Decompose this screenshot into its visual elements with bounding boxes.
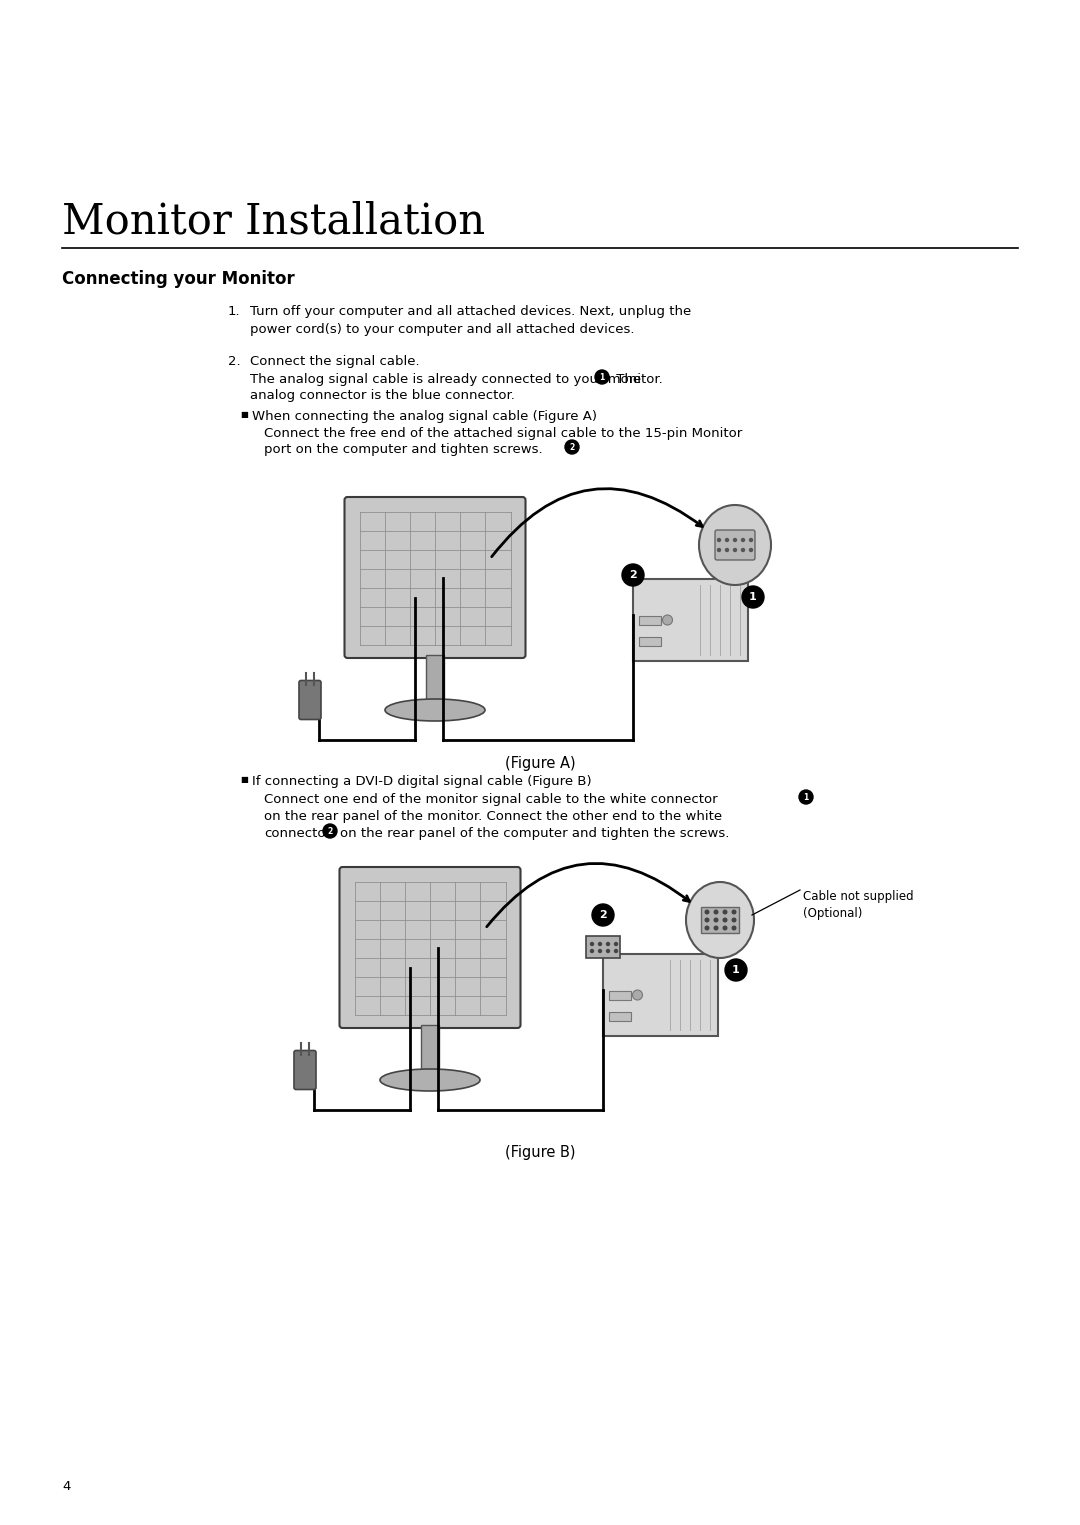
Text: 1: 1: [732, 965, 740, 974]
Text: Monitor Installation: Monitor Installation: [62, 200, 485, 242]
FancyBboxPatch shape: [421, 1025, 438, 1080]
Text: The analog signal cable is already connected to your monitor.: The analog signal cable is already conne…: [249, 374, 663, 386]
Circle shape: [622, 564, 644, 586]
Ellipse shape: [384, 698, 485, 721]
FancyBboxPatch shape: [638, 636, 661, 645]
Text: 4: 4: [62, 1479, 70, 1493]
Circle shape: [591, 950, 594, 953]
Ellipse shape: [380, 1069, 480, 1090]
Text: When connecting the analog signal cable (Figure A): When connecting the analog signal cable …: [252, 410, 597, 422]
Circle shape: [662, 615, 673, 625]
Text: 1: 1: [804, 793, 809, 802]
Text: If connecting a DVI-D digital signal cable (Figure B): If connecting a DVI-D digital signal cab…: [252, 775, 592, 788]
Circle shape: [726, 549, 729, 552]
Circle shape: [717, 549, 720, 552]
Circle shape: [595, 371, 609, 384]
Text: port on the computer and tighten screws.: port on the computer and tighten screws.: [264, 442, 542, 456]
Text: Connect one end of the monitor signal cable to the white connector: Connect one end of the monitor signal ca…: [264, 793, 717, 807]
Text: 2: 2: [569, 442, 575, 451]
Circle shape: [732, 918, 735, 921]
Circle shape: [733, 538, 737, 541]
Text: The: The: [612, 374, 642, 386]
Circle shape: [592, 904, 615, 926]
FancyBboxPatch shape: [701, 907, 739, 933]
Circle shape: [607, 942, 609, 946]
Circle shape: [724, 918, 727, 921]
FancyBboxPatch shape: [633, 580, 747, 660]
Text: 1: 1: [750, 592, 757, 602]
Text: 2.: 2.: [228, 355, 241, 368]
Text: 1: 1: [599, 372, 605, 381]
Circle shape: [732, 926, 735, 930]
Text: 1.: 1.: [228, 305, 241, 319]
Text: (Figure A): (Figure A): [504, 756, 576, 772]
Circle shape: [607, 950, 609, 953]
FancyBboxPatch shape: [426, 656, 444, 711]
Text: on the rear panel of the computer and tighten the screws.: on the rear panel of the computer and ti…: [340, 827, 729, 840]
Circle shape: [726, 538, 729, 541]
Circle shape: [742, 586, 764, 608]
Text: Connecting your Monitor: Connecting your Monitor: [62, 270, 295, 288]
Circle shape: [598, 942, 602, 946]
Ellipse shape: [686, 881, 754, 958]
Text: Connect the signal cable.: Connect the signal cable.: [249, 355, 420, 368]
Circle shape: [742, 538, 744, 541]
FancyBboxPatch shape: [608, 991, 631, 1000]
Text: ■: ■: [240, 775, 248, 784]
Circle shape: [733, 549, 737, 552]
Circle shape: [717, 538, 720, 541]
Circle shape: [705, 926, 708, 930]
Circle shape: [725, 959, 747, 981]
Text: on the rear panel of the monitor. Connect the other end to the white: on the rear panel of the monitor. Connec…: [264, 810, 723, 824]
Ellipse shape: [699, 505, 771, 586]
Text: 2: 2: [630, 570, 637, 580]
Circle shape: [705, 910, 708, 913]
FancyBboxPatch shape: [608, 1011, 631, 1020]
Circle shape: [732, 910, 735, 913]
FancyBboxPatch shape: [294, 1051, 316, 1089]
Text: Connect the free end of the attached signal cable to the 15-pin Monitor: Connect the free end of the attached sig…: [264, 427, 742, 441]
Circle shape: [724, 926, 727, 930]
FancyBboxPatch shape: [638, 616, 661, 625]
Text: connector: connector: [264, 827, 330, 840]
Circle shape: [750, 549, 753, 552]
Text: Cable not supplied
(Optional): Cable not supplied (Optional): [804, 891, 914, 920]
Text: 2: 2: [327, 827, 333, 836]
Circle shape: [750, 538, 753, 541]
Circle shape: [565, 441, 579, 454]
Circle shape: [615, 942, 618, 946]
FancyBboxPatch shape: [299, 680, 321, 720]
Circle shape: [598, 950, 602, 953]
FancyBboxPatch shape: [586, 936, 620, 958]
Circle shape: [714, 918, 718, 921]
Text: 2: 2: [599, 910, 607, 920]
FancyBboxPatch shape: [715, 531, 755, 560]
Circle shape: [615, 950, 618, 953]
Circle shape: [799, 790, 813, 804]
FancyBboxPatch shape: [339, 868, 521, 1028]
Circle shape: [742, 549, 744, 552]
Circle shape: [724, 910, 727, 913]
Text: Turn off your computer and all attached devices. Next, unplug the
power cord(s) : Turn off your computer and all attached …: [249, 305, 691, 337]
Text: analog connector is the blue connector.: analog connector is the blue connector.: [249, 389, 515, 403]
Circle shape: [633, 990, 643, 1000]
Text: (Figure B): (Figure B): [504, 1145, 576, 1161]
Circle shape: [591, 942, 594, 946]
FancyBboxPatch shape: [345, 497, 526, 657]
Circle shape: [705, 918, 708, 921]
Circle shape: [714, 926, 718, 930]
Text: ■: ■: [240, 410, 248, 419]
Circle shape: [714, 910, 718, 913]
Circle shape: [323, 824, 337, 839]
FancyBboxPatch shape: [603, 955, 717, 1035]
